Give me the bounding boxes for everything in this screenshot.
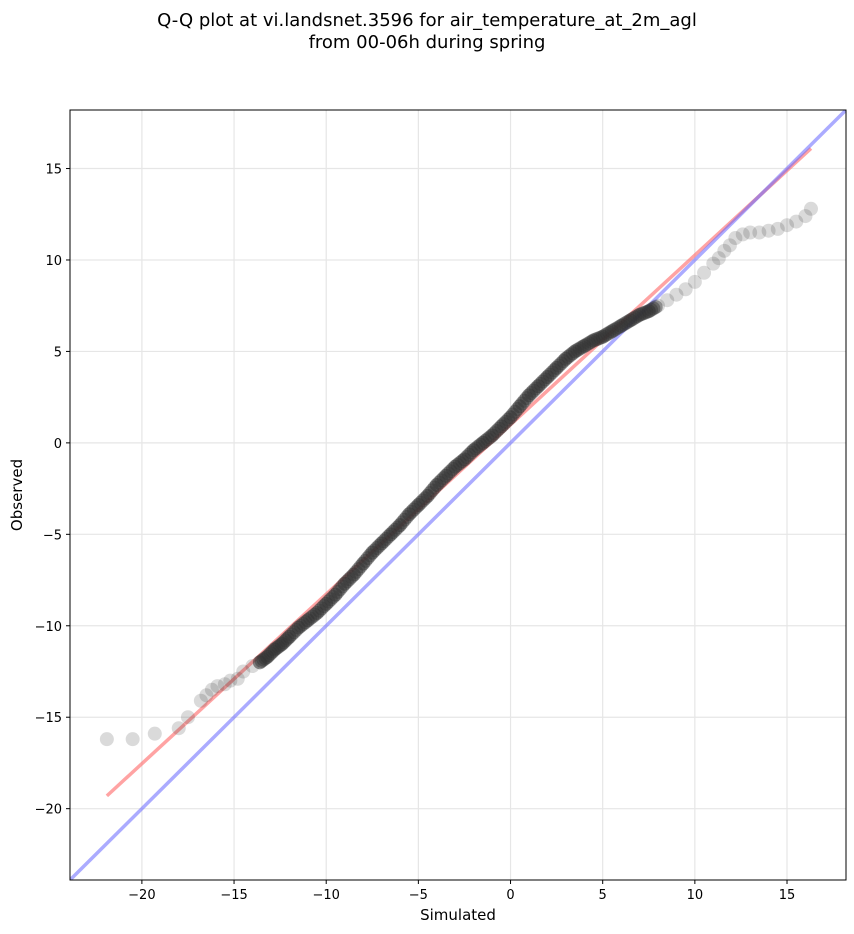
data-point: [789, 214, 804, 229]
data-point: [503, 410, 518, 425]
data-point: [687, 274, 702, 289]
data-point: [402, 507, 417, 522]
data-point: [383, 527, 398, 542]
x-tick-label: 5: [599, 888, 607, 903]
data-point: [678, 282, 693, 297]
y-tick-label: 10: [45, 254, 62, 269]
x-tick-label: −10: [312, 888, 339, 903]
data-point: [706, 256, 721, 271]
data-point: [697, 265, 712, 280]
data-point: [531, 379, 546, 394]
data-point: [223, 673, 238, 688]
data-points: [99, 201, 818, 747]
chart-title-line-1: Q-Q plot at vi.landsnet.3596 for air_tem…: [157, 10, 697, 31]
data-point: [429, 477, 444, 492]
data-point: [411, 498, 426, 513]
data-point: [309, 605, 324, 620]
data-point: [494, 419, 509, 434]
data-point: [641, 304, 656, 319]
data-point: [199, 688, 214, 703]
data-point: [711, 251, 726, 266]
one-to-one-line: [70, 110, 846, 880]
data-point: [171, 721, 186, 736]
data-point: [193, 693, 208, 708]
data-point: [204, 682, 219, 697]
data-point: [728, 231, 743, 246]
data-point: [374, 536, 389, 551]
data-point: [392, 518, 407, 533]
data-point: [125, 732, 140, 747]
data-point: [722, 238, 737, 253]
y-tick-label: 15: [45, 163, 62, 178]
y-tick-label: 5: [54, 345, 62, 360]
x-tick-label: −20: [128, 888, 155, 903]
data-point: [644, 302, 659, 317]
data-point: [669, 287, 684, 302]
x-tick-label: −15: [220, 888, 247, 903]
data-point: [660, 293, 675, 308]
data-point: [549, 360, 564, 375]
data-point: [650, 298, 665, 313]
chart-title-line-2: from 00-06h during spring: [308, 32, 546, 53]
y-tick-label: −15: [35, 711, 62, 726]
data-point: [512, 399, 527, 414]
data-point: [346, 567, 361, 582]
x-tick-label: 15: [779, 888, 796, 903]
data-point: [319, 596, 334, 611]
x-tick-label: 10: [687, 888, 704, 903]
data-point: [365, 545, 380, 560]
y-tick-label: 0: [54, 437, 62, 452]
reference-lines: [70, 110, 846, 880]
data-point: [485, 428, 500, 443]
data-point: [230, 671, 245, 686]
y-tick-label: −10: [35, 620, 62, 635]
data-point: [210, 679, 225, 694]
data-point: [743, 225, 758, 240]
y-axis-label: Observed: [8, 459, 26, 531]
plot-frame: [69, 109, 847, 881]
data-point: [521, 388, 536, 403]
grid: [70, 110, 846, 880]
data-point: [337, 576, 352, 591]
data-point: [457, 452, 472, 467]
data-point: [540, 370, 555, 385]
data-point: [752, 225, 767, 240]
data-point: [648, 300, 663, 315]
data-point: [282, 629, 297, 644]
data-point: [356, 556, 371, 571]
data-point: [328, 587, 343, 602]
x-tick-label: 0: [506, 888, 514, 903]
data-point: [770, 221, 785, 236]
data-point: [420, 488, 435, 503]
data-point: [646, 301, 661, 316]
data-point: [217, 677, 232, 692]
axis-ticks: −20 −15 −10 −5 0 5 10 15 −20 −15 −10 −5 0 5 10 15: [35, 163, 796, 903]
x-axis-label: Simulated: [420, 906, 496, 924]
data-point: [717, 243, 732, 258]
data-point: [439, 468, 454, 483]
data-point: [147, 726, 162, 741]
data-point: [803, 201, 818, 216]
data-point: [780, 218, 795, 233]
data-point: [236, 664, 251, 679]
x-tick-label: −5: [409, 888, 428, 903]
y-tick-label: −20: [35, 803, 62, 818]
y-tick-label: −5: [43, 528, 62, 543]
data-point: [735, 227, 750, 242]
data-point: [761, 223, 776, 238]
data-point: [99, 732, 114, 747]
data-point: [180, 710, 195, 725]
data-point: [798, 209, 813, 224]
